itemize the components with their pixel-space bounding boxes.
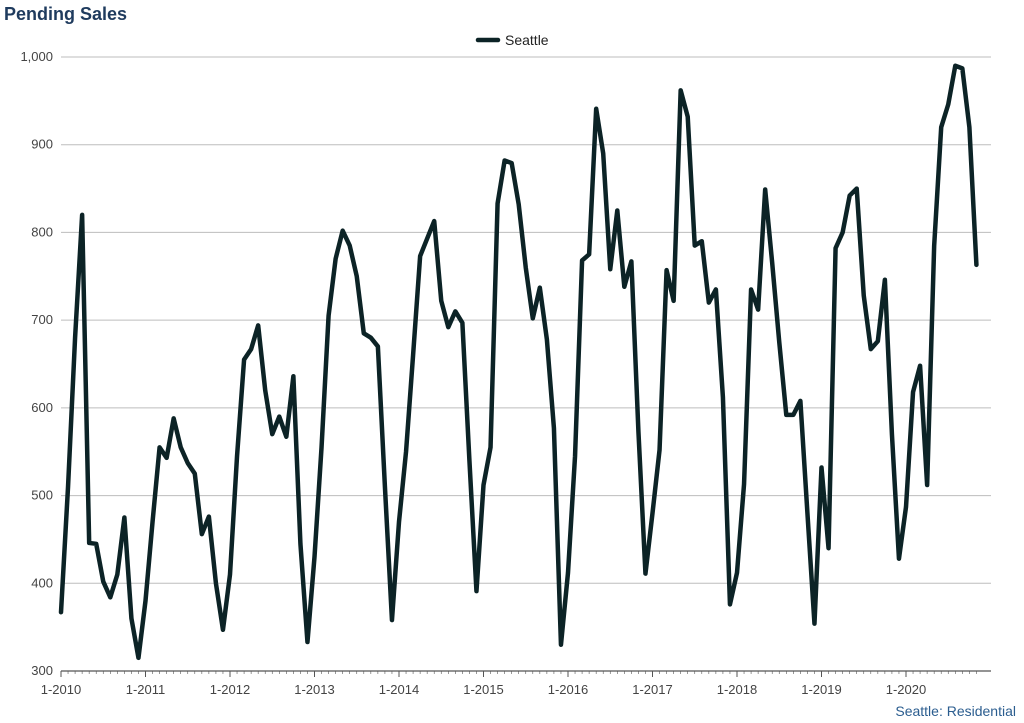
y-tick-label: 1,000 [20, 49, 53, 64]
x-tick-label: 1-2016 [548, 682, 588, 697]
y-tick-label: 300 [31, 663, 53, 678]
x-tick-label: 1-2020 [886, 682, 926, 697]
series-lines [58, 63, 979, 661]
x-tick-label: 1-2012 [210, 682, 250, 697]
footer-label: Seattle: Residential [895, 703, 1016, 719]
x-axis: 1-2010 1-2011 1-2012 1-2013 1-2014 1-2015 1-20… [41, 671, 977, 697]
x-tick-label: 1-2011 [126, 682, 166, 697]
y-tick-label: 700 [31, 312, 53, 327]
x-tick-label: 1-2014 [379, 682, 419, 697]
x-tick-label: 1-2018 [717, 682, 757, 697]
series-line-seattle [58, 63, 979, 661]
y-tick-label: 400 [31, 575, 53, 590]
legend: Seattle [475, 32, 549, 48]
chart-title: Pending Sales [4, 4, 128, 24]
legend-label: Seattle [505, 32, 549, 48]
gridlines [61, 56, 991, 672]
x-tick-label: 1-2017 [632, 682, 672, 697]
y-axis-ticks: 300 400 500 600 700 800 900 1,000 [20, 49, 53, 678]
y-tick-label: 500 [31, 488, 53, 503]
y-tick-label: 900 [31, 137, 53, 152]
x-tick-label: 1-2010 [41, 682, 81, 697]
x-tick-label: 1-2019 [801, 682, 841, 697]
y-tick-label: 600 [31, 400, 53, 415]
y-tick-label: 800 [31, 224, 53, 239]
x-tick-label: 1-2015 [463, 682, 503, 697]
x-tick-label: 1-2013 [294, 682, 334, 697]
